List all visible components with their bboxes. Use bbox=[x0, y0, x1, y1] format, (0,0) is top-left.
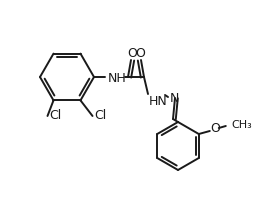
Text: NH: NH bbox=[108, 72, 127, 85]
Text: HN: HN bbox=[149, 95, 168, 108]
Text: Cl: Cl bbox=[49, 110, 62, 123]
Text: O: O bbox=[210, 123, 220, 136]
Text: CH₃: CH₃ bbox=[232, 120, 252, 130]
Text: O: O bbox=[135, 46, 145, 59]
Text: Cl: Cl bbox=[94, 110, 107, 123]
Text: O: O bbox=[127, 46, 137, 59]
Text: N: N bbox=[170, 91, 179, 104]
